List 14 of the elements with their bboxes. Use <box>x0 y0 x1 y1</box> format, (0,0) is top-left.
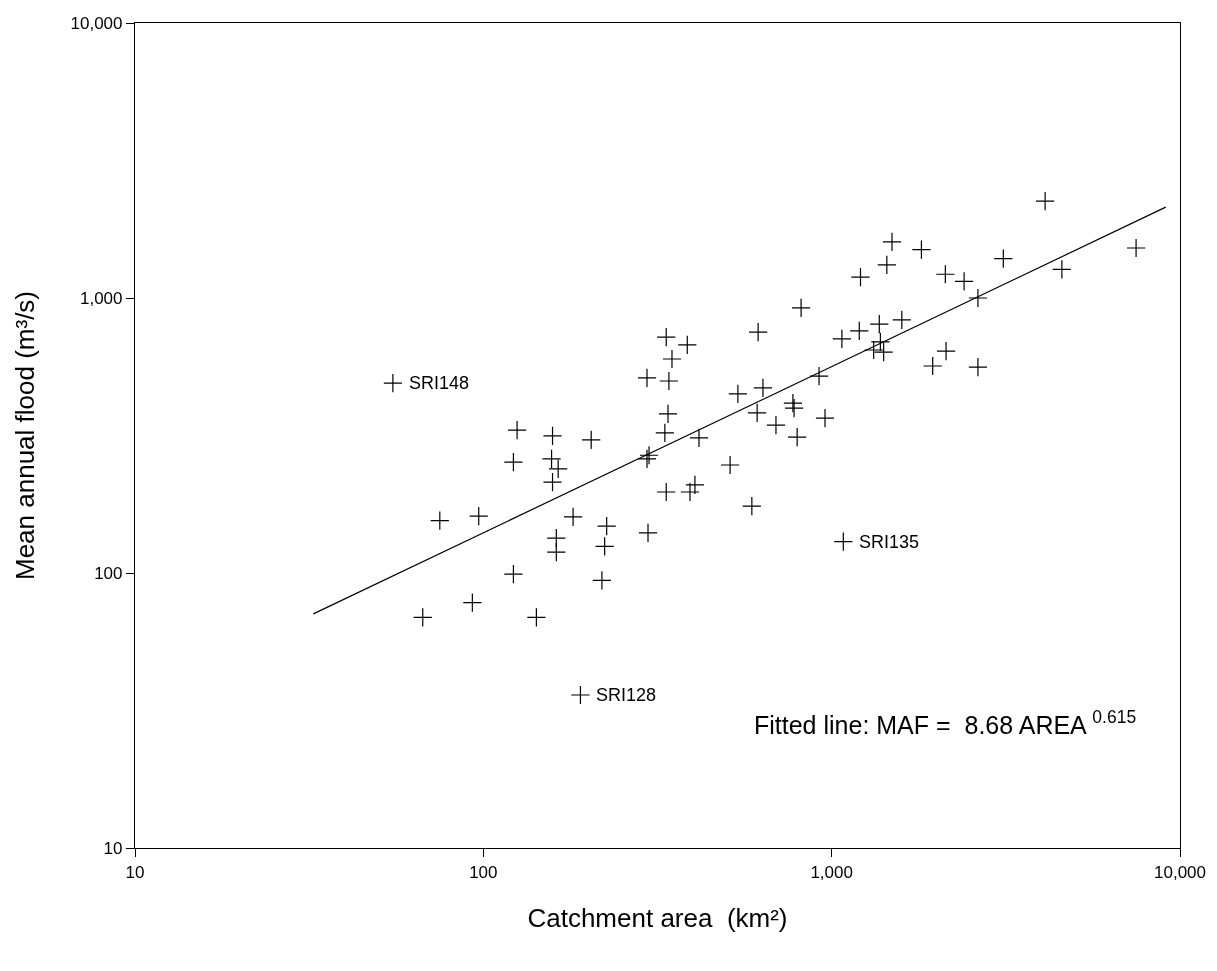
x-tick-label: 100 <box>469 862 498 882</box>
x-tick-label: 10,000 <box>1154 862 1206 882</box>
annotation: Fitted line: MAF = 8.68 AREA $^{0.615}$ <box>754 707 1137 739</box>
x-tick-label: 10 <box>125 862 145 882</box>
y-tick-label: 1,000 <box>79 288 123 308</box>
x-axis-title: Catchment area (km²) <box>527 903 788 934</box>
annotation: SRI128 <box>596 685 657 705</box>
x-tick-label: 1,000 <box>810 862 853 882</box>
y-tick-label: 10 <box>103 838 123 858</box>
annotation: SRI135 <box>859 532 920 552</box>
y-tick-label: 10,000 <box>70 13 123 33</box>
y-axis-title: Mean annual flood (m³/s) <box>9 290 40 581</box>
annotation: SRI148 <box>409 373 470 393</box>
y-tick-label: 100 <box>94 563 123 583</box>
